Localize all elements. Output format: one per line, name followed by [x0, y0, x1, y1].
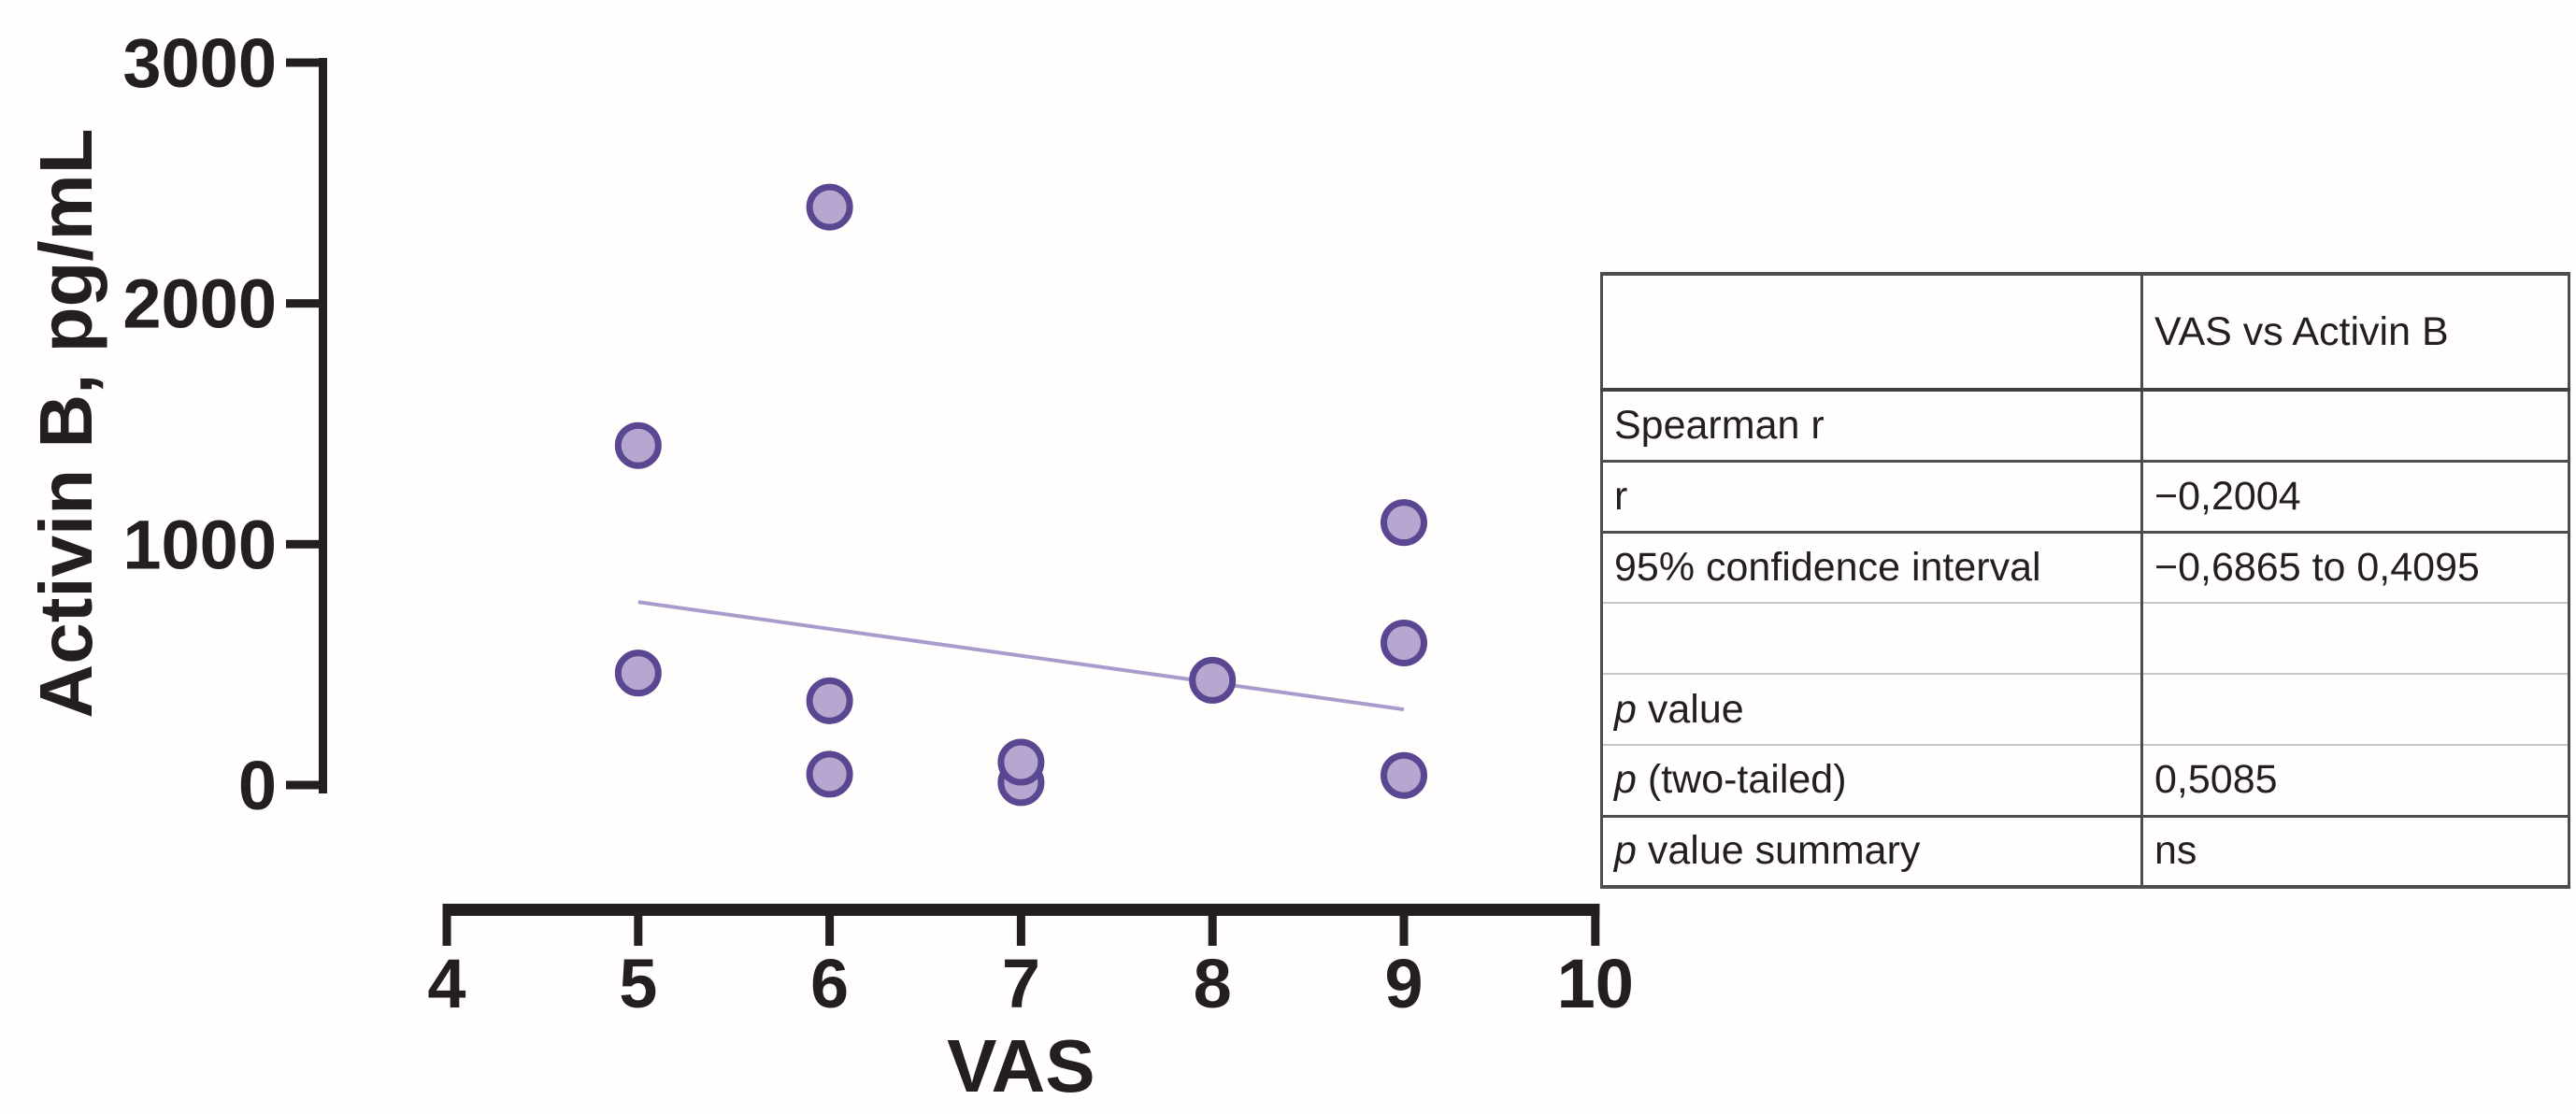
y-tick-label: 2000: [122, 265, 277, 343]
cell-r-value: −0,2004: [2140, 461, 2570, 534]
data-point: [1189, 656, 1237, 704]
x-axis-tick: [1208, 904, 1217, 946]
spearman-stats-table: VAS vs Activin B Spearman r r −0,2004 95…: [1600, 272, 2570, 889]
data-point: [806, 183, 853, 231]
table-row: p (two-tailed) 0,5085: [1600, 745, 2570, 818]
data-point: [806, 750, 853, 798]
data-point: [614, 650, 662, 697]
data-point: [614, 421, 662, 469]
cell-psummary-label: p value summary: [1600, 816, 2143, 889]
x-tick-label: 5: [619, 945, 657, 1022]
y-axis-tick: [286, 299, 327, 308]
y-axis-tick: [286, 780, 327, 790]
y-tick-label: 3000: [122, 24, 277, 102]
data-point: [1381, 499, 1427, 547]
y-tick-label: 0: [238, 747, 277, 824]
y-axis-title: Activin B, pg/mL: [24, 128, 107, 718]
y-axis-tick: [286, 58, 327, 67]
x-tick-label: 10: [1557, 945, 1634, 1022]
table-row: p value: [1600, 674, 2570, 746]
x-axis-title: VAS: [947, 1024, 1095, 1107]
cell-r-label: r: [1600, 461, 2143, 534]
x-tick-label: 4: [427, 945, 465, 1022]
data-point: [1381, 619, 1427, 666]
data-point: [1381, 751, 1427, 799]
cell-header-empty: [1600, 272, 2143, 392]
table-row: [1600, 603, 2570, 675]
data-point: [806, 677, 853, 724]
data-point: [997, 738, 1045, 786]
x-axis-tick: [1591, 904, 1600, 946]
table-row: Spearman r: [1600, 390, 2570, 463]
table-row: r −0,2004: [1600, 461, 2570, 534]
y-tick-label: 1000: [122, 506, 277, 583]
cell-spearman-value: [2140, 390, 2570, 463]
table-row: VAS vs Activin B: [1600, 272, 2570, 392]
y-axis-line: [319, 58, 327, 793]
table-row: 95% confidence interval −0,6865 to 0,409…: [1600, 532, 2570, 604]
x-tick-label: 9: [1384, 945, 1423, 1022]
y-axis-tick: [286, 539, 327, 549]
x-axis-tick: [1399, 904, 1409, 946]
cell-psummary-value: ns: [2140, 816, 2570, 889]
cell-pvalue-value: [2140, 674, 2570, 746]
x-axis-tick: [1016, 904, 1025, 946]
trend-line: [637, 600, 1405, 712]
cell-spearman-label: Spearman r: [1600, 390, 2143, 463]
table-row: p value summary ns: [1600, 816, 2570, 889]
cell-blank-label: [1600, 603, 2143, 675]
cell-ci-value: −0,6865 to 0,4095: [2140, 532, 2570, 604]
x-axis-tick: [442, 904, 451, 946]
cell-ci-label: 95% confidence interval: [1600, 532, 2143, 604]
cell-pvalue-label: p value: [1600, 674, 2143, 746]
x-tick-label: 6: [810, 945, 849, 1022]
cell-blank-value: [2140, 603, 2570, 675]
x-axis-tick: [825, 904, 835, 946]
cell-header-comparison: VAS vs Activin B: [2140, 272, 2570, 392]
cell-ptwotailed-label: p (two-tailed): [1600, 745, 2143, 818]
cell-ptwotailed-value: 0,5085: [2140, 745, 2570, 818]
x-tick-label: 8: [1194, 945, 1232, 1022]
x-tick-label: 7: [1002, 945, 1040, 1022]
x-axis-tick: [634, 904, 643, 946]
